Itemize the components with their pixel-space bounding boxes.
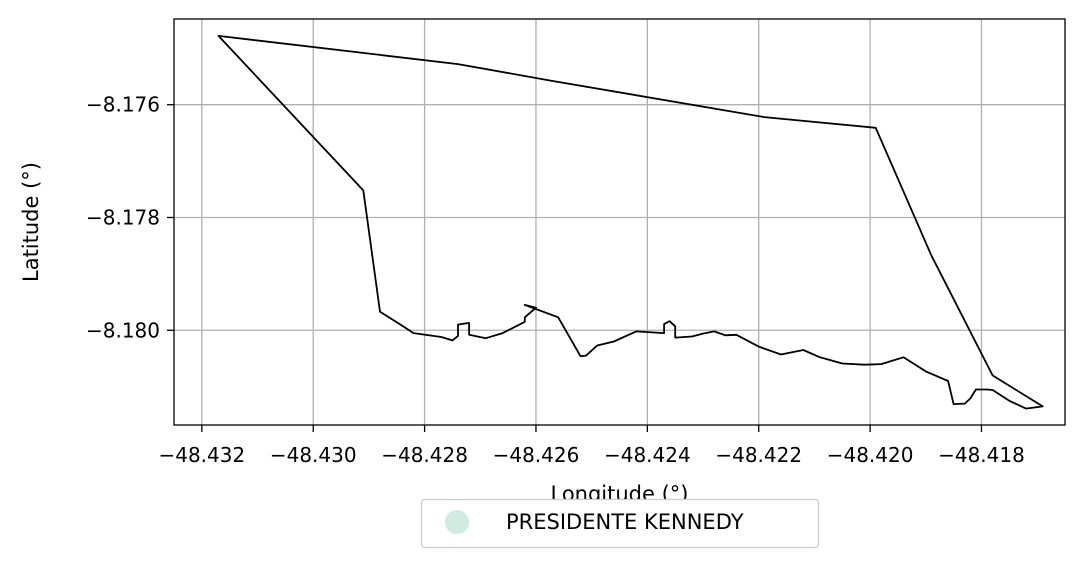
y-axis-label: Latitude (°)	[19, 162, 43, 282]
series-layer	[217, 35, 1044, 410]
x-axis: −48.432 −48.430 −48.428 −48.426 −48.424 −48.4…	[158, 425, 1025, 467]
x-tick-label: −48.424	[604, 443, 691, 467]
x-tick-label: −48.418	[938, 443, 1025, 467]
x-tick-label: −48.428	[381, 443, 468, 467]
plot-frame	[173, 18, 1066, 426]
grid-lines	[174, 19, 1065, 425]
legend-marker	[445, 510, 469, 534]
legend-label: PRESIDENTE KENNEDY	[506, 510, 744, 534]
legend-box	[420, 498, 820, 549]
y-tick-label: −8.180	[86, 318, 160, 342]
y-tick-label: −8.176	[86, 93, 160, 117]
x-tick-label: −48.420	[827, 443, 914, 467]
legend: PRESIDENTE KENNEDY	[420, 498, 820, 549]
boundary-line-0	[217, 35, 1044, 410]
x-tick-label: −48.422	[715, 443, 802, 467]
y-axis: −8.176 −8.178 −8.180	[86, 93, 174, 342]
x-tick-label: −48.430	[270, 443, 357, 467]
x-tick-label: −48.432	[158, 443, 245, 467]
y-tick-label: −8.178	[86, 205, 160, 229]
x-tick-label: −48.426	[493, 443, 580, 467]
